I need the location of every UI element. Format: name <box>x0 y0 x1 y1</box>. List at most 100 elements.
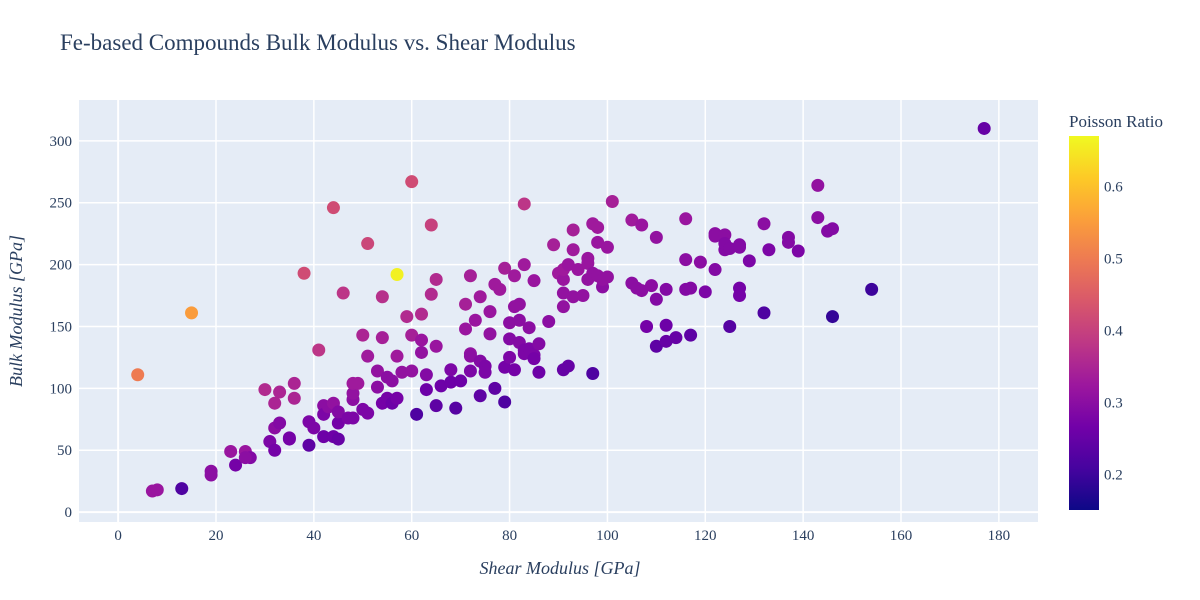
data-point <box>826 222 839 236</box>
data-point <box>415 307 428 321</box>
data-point <box>811 178 825 192</box>
data-point <box>346 411 360 425</box>
data-point <box>556 272 570 286</box>
data-point <box>679 253 693 267</box>
data-point <box>351 376 365 390</box>
data-point <box>561 258 575 272</box>
chart-title: Fe-based Compounds Bulk Modulus vs. Shea… <box>60 30 576 55</box>
data-point <box>273 385 287 399</box>
data-point <box>150 483 164 497</box>
data-point <box>640 319 654 333</box>
data-point <box>684 281 698 295</box>
data-point <box>312 343 326 357</box>
data-point <box>581 256 595 270</box>
data-point <box>356 328 370 342</box>
colorbar <box>1069 136 1099 510</box>
data-point <box>669 331 683 345</box>
data-point <box>449 401 463 415</box>
data-point <box>390 349 404 363</box>
data-point <box>532 337 546 351</box>
data-point <box>282 432 296 446</box>
data-point <box>307 421 321 435</box>
data-point <box>375 331 389 345</box>
data-point <box>503 350 517 364</box>
data-point <box>566 223 580 237</box>
data-point <box>454 374 468 388</box>
colorbar-title: Poisson Ratio <box>1069 112 1163 131</box>
data-point <box>410 407 424 421</box>
data-point <box>229 458 243 472</box>
data-point <box>757 217 771 231</box>
data-point <box>258 383 272 397</box>
data-point <box>405 175 419 189</box>
data-point <box>649 230 663 244</box>
y-tick-label: 50 <box>57 443 72 459</box>
data-point <box>415 333 428 347</box>
data-point <box>542 315 556 329</box>
data-point <box>302 438 316 452</box>
data-point <box>512 297 526 311</box>
data-point <box>444 363 458 377</box>
data-point <box>503 332 517 346</box>
data-point <box>297 266 311 280</box>
data-point <box>488 381 502 395</box>
colorbar-tick-label: 0.4 <box>1104 324 1123 340</box>
data-point <box>517 197 531 211</box>
data-point <box>405 364 419 378</box>
x-tick-label: 140 <box>792 528 815 544</box>
data-point <box>566 243 580 257</box>
data-point <box>811 211 825 225</box>
data-point <box>473 290 487 304</box>
data-point <box>463 349 477 363</box>
data-points <box>131 121 991 498</box>
data-point <box>635 218 649 232</box>
x-tick-label: 40 <box>306 528 321 544</box>
data-point <box>865 282 879 296</box>
data-point <box>498 360 512 374</box>
gridlines <box>79 100 1038 522</box>
data-point <box>268 443 282 457</box>
x-axis-label: Shear Modulus [GPa] <box>480 558 641 578</box>
data-point <box>644 279 658 293</box>
data-point <box>331 416 345 430</box>
data-point <box>742 254 756 268</box>
data-point <box>317 430 331 444</box>
y-tick-label: 300 <box>50 134 73 150</box>
colorbar-ticks: 0.2 0.3 0.4 0.5 0.6 <box>1104 179 1123 483</box>
data-point <box>498 261 512 275</box>
data-point <box>361 349 375 363</box>
data-point <box>649 339 663 353</box>
data-point <box>571 263 585 277</box>
data-point <box>762 243 776 257</box>
y-tick-label: 0 <box>65 505 73 521</box>
data-point <box>405 328 419 342</box>
data-point <box>625 213 639 227</box>
data-point <box>370 380 384 394</box>
data-point <box>507 269 521 283</box>
data-point <box>390 391 404 405</box>
data-point <box>527 352 541 366</box>
x-tick-label: 120 <box>694 528 717 544</box>
data-point <box>331 405 345 419</box>
data-point <box>723 242 737 256</box>
data-point <box>424 287 438 301</box>
data-point <box>649 292 663 306</box>
data-point <box>273 416 287 430</box>
data-point <box>566 290 580 304</box>
x-tick-label: 100 <box>596 528 619 544</box>
data-point <box>483 327 497 341</box>
data-point <box>375 290 389 304</box>
data-point <box>586 366 600 380</box>
data-point <box>463 364 477 378</box>
data-point <box>757 306 771 320</box>
data-point <box>493 282 507 296</box>
data-point <box>693 255 707 269</box>
colorbar-tick-label: 0.2 <box>1104 468 1123 484</box>
data-point <box>419 383 433 397</box>
y-tick-label: 200 <box>50 258 73 274</box>
data-point <box>459 297 473 311</box>
x-axis-ticks: 0 20 40 60 80 100 120 140 160 180 <box>114 528 1010 544</box>
data-point <box>791 244 805 258</box>
data-point <box>826 310 839 324</box>
